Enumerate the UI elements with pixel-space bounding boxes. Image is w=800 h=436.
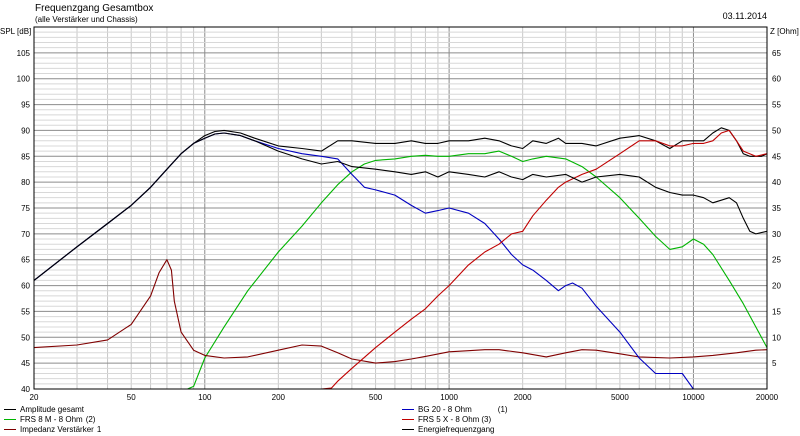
y-tick-label-right: 40	[772, 178, 781, 187]
legend-label: Amplitude gesamt	[20, 405, 85, 414]
x-tick-label: 5000	[611, 393, 629, 402]
y-tick-label-left: 90	[21, 126, 30, 135]
legend-swatch	[402, 409, 414, 410]
series-line-s5	[34, 129, 768, 390]
legend-swatch	[402, 429, 414, 430]
legend-index: (2)	[85, 415, 96, 424]
legend-swatch	[4, 409, 16, 410]
frequency-response-chart: 20 50 100 200 500 1000 2000 5000 10000 20000 40 45 5…	[0, 26, 799, 402]
y-tick-label-left: 60	[21, 282, 30, 291]
y-tick-label-right: 25	[772, 256, 781, 265]
y-tick-label-right: 5	[772, 359, 777, 368]
legend-label: FRS 5 X - 8 Ohm	[418, 415, 480, 424]
legend-label: FRS 8 M - 8 Ohm	[20, 415, 83, 424]
y-tick-label-left: 100	[17, 75, 31, 84]
legend-swatch	[402, 419, 414, 420]
legend: Amplitude gesamt FRS 8 M - 8 Ohm (2) Imp…	[0, 404, 800, 436]
y-tick-label-right: 10	[772, 333, 781, 342]
legend-label: Impedanz Verstärker	[20, 425, 94, 434]
legend-item-impedanz: Impedanz Verstärker 1	[4, 425, 101, 434]
series-line-s6	[33, 132, 768, 281]
y-tick-label-left: 55	[21, 307, 30, 316]
legend-item-bg20: BG 20 - 8 Ohm (1)	[402, 405, 508, 414]
y-tick-label-left: 50	[21, 333, 30, 342]
legend-label: Energiefrequenzgang	[418, 425, 495, 434]
y-tick-label-left: 75	[21, 204, 30, 213]
y-tick-label-right: 65	[772, 49, 781, 58]
chart-subtitle: (alle Verstärker und Chassis)	[35, 15, 138, 24]
y-tick-label-left: 45	[21, 359, 30, 368]
y-tick-label-right: 30	[772, 230, 781, 239]
y-tick-label-left: 105	[17, 49, 31, 58]
y-tick-label-right: 15	[772, 307, 781, 316]
y-tick-label-right: 50	[772, 126, 781, 135]
legend-swatch	[4, 429, 16, 430]
legend-label: BG 20 - 8 Ohm	[418, 405, 472, 414]
x-tick-label: 2000	[514, 393, 532, 402]
axis-tick-labels: 20 50 100 200 500 1000 2000 5000 10000 20000 40 45 5…	[17, 49, 782, 402]
y-tick-label-left: 85	[21, 152, 30, 161]
legend-item-energiefrequenzgang: Energiefrequenzgang	[402, 425, 495, 434]
x-tick-label: 50	[127, 393, 136, 402]
series-lines	[33, 127, 768, 390]
y-axis-label-right: Z [Ohm]	[770, 27, 799, 36]
legend-item-frs8m: FRS 8 M - 8 Ohm (2)	[4, 415, 95, 424]
y-tick-label-right: 35	[772, 204, 781, 213]
y-tick-label-left: 95	[21, 101, 30, 110]
y-tick-label-right: 20	[772, 282, 781, 291]
x-tick-label: 20	[30, 393, 39, 402]
y-axis-label-left: SPL [dB]	[0, 27, 31, 36]
chart-date: 03.11.2014	[722, 11, 767, 21]
y-tick-label-right: 60	[772, 75, 781, 84]
x-tick-label: 20000	[756, 393, 779, 402]
y-tick-label-left: 40	[21, 385, 30, 394]
x-tick-label: 500	[369, 393, 383, 402]
legend-index: (1)	[497, 405, 508, 414]
x-tick-label: 200	[272, 393, 286, 402]
y-tick-label-right: 55	[772, 101, 781, 110]
series-line-s2	[34, 150, 768, 390]
legend-item-amplitude-gesamt: Amplitude gesamt	[4, 405, 84, 414]
legend-item-frs5x: FRS 5 X - 8 Ohm (3)	[402, 415, 491, 424]
y-tick-label-left: 70	[21, 230, 30, 239]
y-tick-label-left: 80	[21, 178, 30, 187]
x-tick-label: 100	[198, 393, 212, 402]
y-tick-label-left: 65	[21, 256, 30, 265]
legend-swatch	[4, 419, 16, 420]
x-tick-label: 1000	[440, 393, 458, 402]
x-tick-label: 10000	[682, 393, 705, 402]
legend-index: 1	[96, 425, 102, 434]
y-tick-label-right: 45	[772, 152, 781, 161]
plot-frame	[33, 26, 768, 390]
series-line-s3	[33, 259, 768, 364]
legend-index: (3)	[481, 415, 492, 424]
chart-title: Frequenzgang Gesamtbox	[35, 3, 154, 14]
series-line-s1	[33, 127, 768, 281]
